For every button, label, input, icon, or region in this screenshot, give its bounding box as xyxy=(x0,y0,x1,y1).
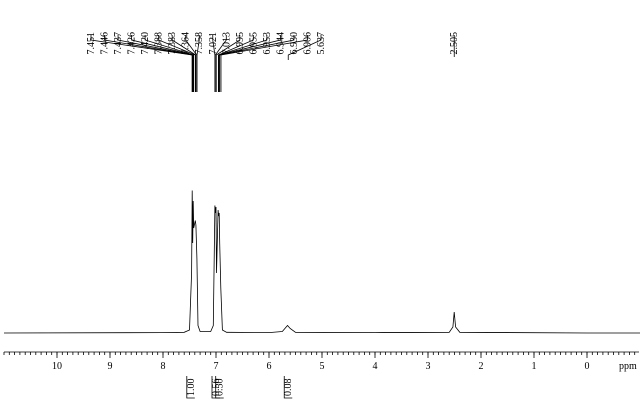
peak-leader xyxy=(214,35,227,92)
peak-leader xyxy=(171,35,197,92)
peak-label: 6.955 xyxy=(248,32,259,55)
peak-leader xyxy=(215,35,241,92)
peak-leader xyxy=(218,35,281,92)
peak-label: 7.437 xyxy=(113,32,124,55)
x-tick-label: 9 xyxy=(108,361,113,372)
x-tick-label: 10 xyxy=(52,361,62,372)
peak-label: 5.637 xyxy=(316,32,327,55)
peak-leader xyxy=(212,35,216,92)
peak-leader xyxy=(144,35,195,92)
peak-leader xyxy=(219,35,295,92)
peak-label: 7.420 xyxy=(140,32,151,55)
integral-bracket xyxy=(283,376,293,399)
x-tick-label: 5 xyxy=(320,361,325,372)
peak-leader xyxy=(196,35,200,92)
x-tick-label: 6 xyxy=(267,361,272,372)
peak-label: 6.930 xyxy=(289,32,300,55)
peak-label: 6.995 xyxy=(235,32,246,55)
x-tick-label: 7 xyxy=(214,361,219,372)
x-tick-label: 0 xyxy=(585,361,590,372)
peak-label: 7.013 xyxy=(221,32,232,55)
peak-leader xyxy=(117,35,194,92)
x-axis-label: ppm xyxy=(619,361,637,372)
peak-label: 6.906 xyxy=(302,32,313,55)
integral-label: 0.56 xyxy=(211,379,222,397)
x-tick-label: 3 xyxy=(426,361,431,372)
peak-leader xyxy=(220,35,308,92)
x-tick-label: 4 xyxy=(373,361,378,372)
peak-leader xyxy=(104,35,193,92)
peak-label: 7.426 xyxy=(127,32,138,55)
spectrum-line xyxy=(3,190,640,334)
integral-bracket xyxy=(186,376,195,399)
peak-label: 7.388 xyxy=(154,32,165,55)
peak-label: 7.358 xyxy=(194,32,205,55)
integral-label: 0.50 xyxy=(215,379,226,397)
peak-label: 7.446 xyxy=(100,32,111,55)
peak-label: 7.451 xyxy=(86,32,97,55)
x-tick-label: 1 xyxy=(532,361,537,372)
peak-leader xyxy=(218,35,268,92)
peak-label: 7.383 xyxy=(167,32,178,55)
peak-label: 6.944 xyxy=(275,32,286,55)
integral-label: 1.00 xyxy=(186,379,197,397)
peak-label: 7.364 xyxy=(181,32,192,55)
peak-label: 2.505 xyxy=(449,32,460,55)
x-tick-label: 8 xyxy=(161,361,166,372)
x-tick-label: 2 xyxy=(479,361,484,372)
integral-bracket xyxy=(215,376,224,399)
integral-label: 0.08 xyxy=(283,379,294,397)
peak-leader xyxy=(287,35,322,60)
